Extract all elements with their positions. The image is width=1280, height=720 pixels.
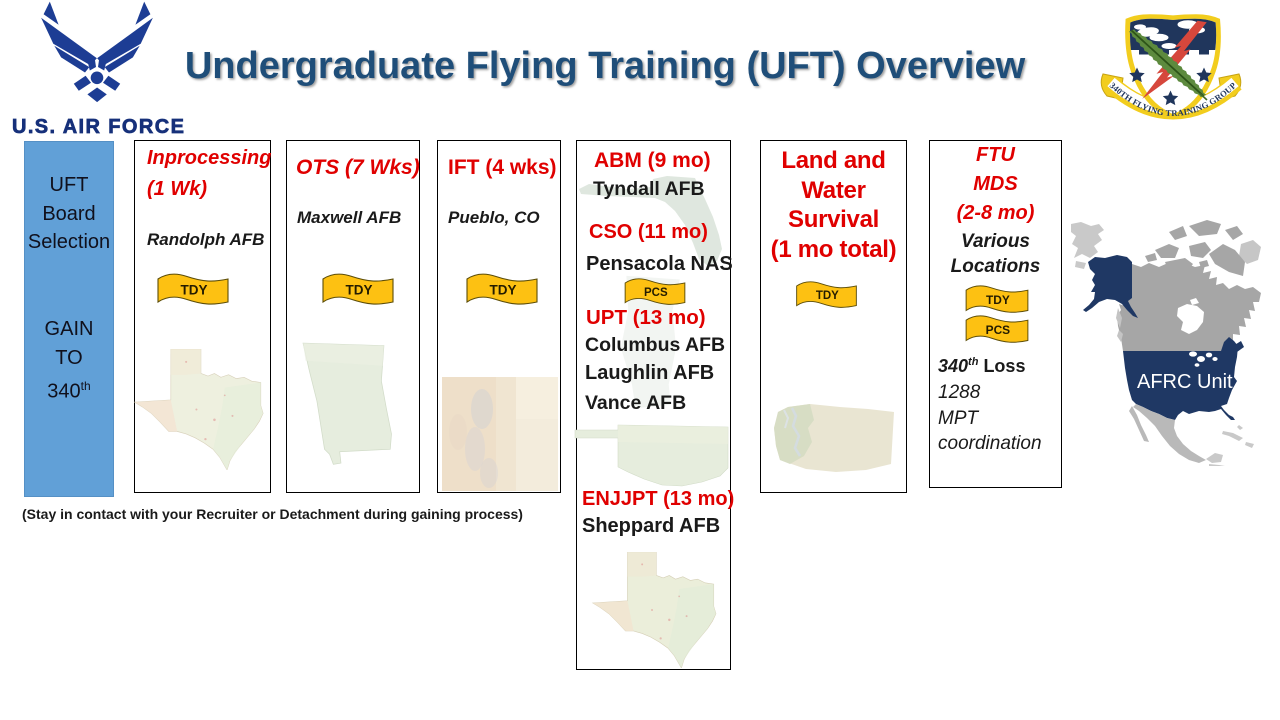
svg-text:TDY: TDY [986,293,1010,307]
svg-text:TDY: TDY [346,283,373,298]
svg-text:TDY: TDY [181,283,208,298]
svg-text:PCS: PCS [986,323,1011,337]
svg-text:PCS: PCS [644,287,668,299]
svg-text:TDY: TDY [490,283,517,298]
svg-text:TDY: TDY [816,290,839,302]
